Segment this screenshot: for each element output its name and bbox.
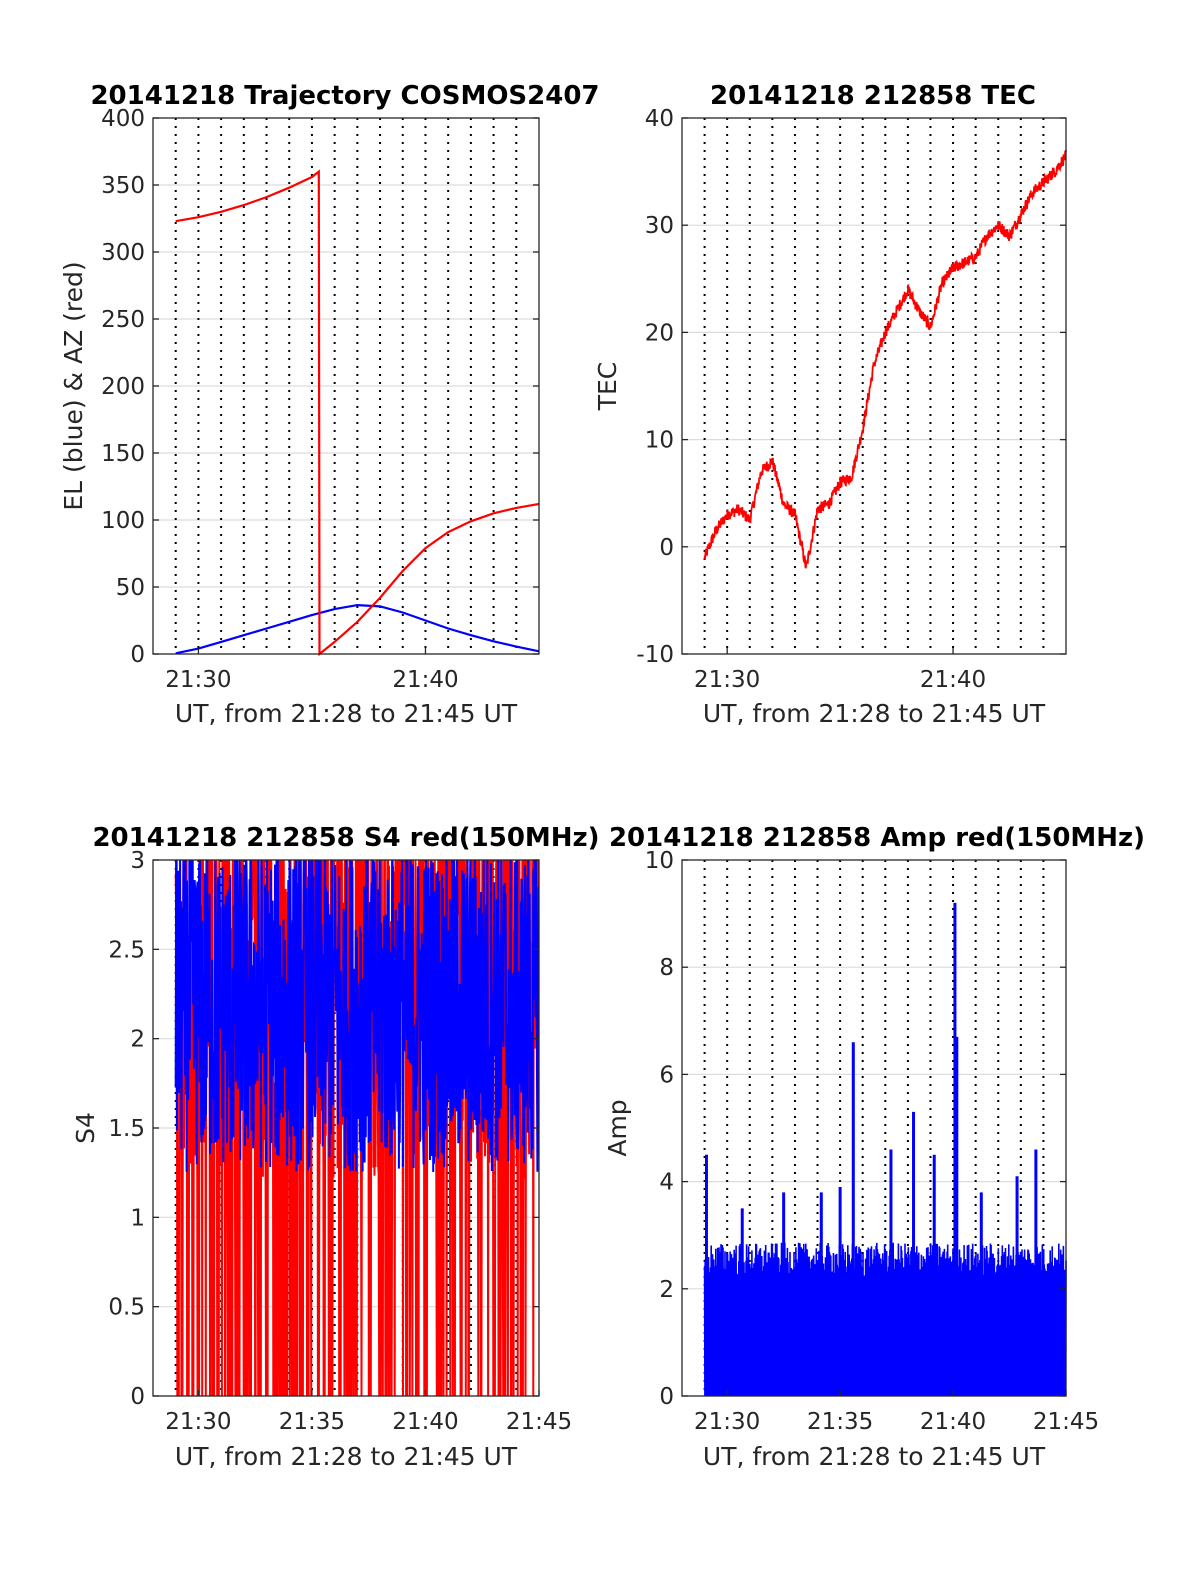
x-tick-label: 21:30 bbox=[165, 667, 231, 693]
y-tick-label: 150 bbox=[101, 441, 145, 467]
y-tick-label: 30 bbox=[645, 213, 674, 239]
x-tick-label: 21:45 bbox=[506, 1409, 572, 1435]
tec-axes-box bbox=[681, 117, 1067, 655]
x-tick-label: 21:30 bbox=[694, 667, 760, 693]
x-tick-label: 21:40 bbox=[392, 667, 458, 693]
y-tick-label: 100 bbox=[101, 508, 145, 534]
trajectory-xticks: 21:30 21:40 bbox=[165, 648, 459, 693]
amp-xticks: 21:30 21:35 21:40 21:45 bbox=[694, 1390, 1099, 1435]
s4-xticks: 21:30 21:35 21:40 21:45 bbox=[165, 1390, 572, 1435]
tec-grid bbox=[682, 118, 1066, 654]
s4-ylabel: S4 bbox=[71, 1112, 100, 1144]
y-tick-label: 6 bbox=[659, 1062, 674, 1088]
x-tick-label: 21:30 bbox=[165, 1409, 231, 1435]
amp-axes-box bbox=[681, 859, 1067, 1397]
tec-marks bbox=[703, 149, 1067, 569]
trajectory-ylabel: EL (blue) & AZ (red) bbox=[59, 261, 88, 510]
y-tick-label: 2 bbox=[130, 1027, 145, 1053]
y-tick-label: 4 bbox=[659, 1170, 674, 1196]
amp-title: 20141218 212858 Amp red(150MHz) bbox=[609, 823, 1145, 853]
y-tick-label: 350 bbox=[101, 173, 145, 199]
x-tick-label: 21:40 bbox=[920, 667, 986, 693]
tec-yticks: -10 0 10 20 30 40 bbox=[636, 106, 1066, 668]
y-tick-label: 0 bbox=[130, 1384, 145, 1410]
y-tick-label: 40 bbox=[645, 106, 674, 132]
amp-yticks: 0 2 4 6 8 10 bbox=[645, 848, 1066, 1410]
tec-xlabel: UT, from 21:28 to 21:45 UT bbox=[703, 699, 1046, 728]
x-tick-label: 21:30 bbox=[694, 1409, 760, 1435]
y-tick-label: 10 bbox=[645, 848, 674, 874]
y-tick-label: 1 bbox=[130, 1205, 145, 1231]
tec-xticks: 21:30 21:40 bbox=[694, 648, 986, 693]
y-tick-label: 300 bbox=[101, 240, 145, 266]
s4-xlabel: UT, from 21:28 to 21:45 UT bbox=[175, 1442, 518, 1471]
y-tick-label: -10 bbox=[636, 642, 674, 668]
y-tick-label: 0 bbox=[659, 1384, 674, 1410]
y-tick-label: 0 bbox=[130, 642, 145, 668]
tec-series-line bbox=[703, 149, 1067, 569]
amp-xlabel: UT, from 21:28 to 21:45 UT bbox=[703, 1442, 1046, 1471]
az-series-line bbox=[175, 169, 540, 657]
y-tick-label: 400 bbox=[101, 106, 145, 132]
x-tick-label: 21:45 bbox=[1033, 1409, 1099, 1435]
y-tick-label: 1.5 bbox=[108, 1116, 145, 1142]
tec-ylabel: TEC bbox=[593, 362, 622, 412]
y-tick-label: 20 bbox=[645, 320, 674, 346]
y-tick-label: 50 bbox=[116, 575, 145, 601]
y-tick-label: 3 bbox=[130, 848, 145, 874]
trajectory-marks bbox=[175, 169, 540, 657]
y-tick-label: 0 bbox=[659, 535, 674, 561]
s4-title: 20141218 212858 S4 red(150MHz) bbox=[92, 823, 599, 853]
el-series-line bbox=[175, 603, 540, 655]
x-tick-label: 21:40 bbox=[920, 1409, 986, 1435]
y-tick-label: 2 bbox=[659, 1277, 674, 1303]
tec-title: 20141218 212858 TEC bbox=[710, 81, 1036, 111]
y-tick-label: 2.5 bbox=[108, 937, 145, 963]
s4-yticks: 0 0.5 1 1.5 2 2.5 3 bbox=[108, 848, 539, 1410]
s4-marks bbox=[174, 860, 539, 1396]
y-tick-label: 250 bbox=[101, 307, 145, 333]
y-tick-label: 0.5 bbox=[108, 1295, 145, 1321]
y-tick-label: 200 bbox=[101, 374, 145, 400]
amp-panel: 20141218 212858 Amp red(150MHz) 0246810 … bbox=[603, 823, 1145, 1471]
x-tick-label: 21:40 bbox=[392, 1409, 458, 1435]
y-tick-label: 10 bbox=[645, 428, 674, 454]
x-tick-label: 21:35 bbox=[279, 1409, 345, 1435]
trajectory-yticks: 0 50 100 150 200 250 300 350 400 bbox=[101, 106, 539, 668]
amp-marks bbox=[703, 902, 1067, 1397]
s4-red-series bbox=[174, 860, 539, 1396]
x-tick-label: 21:35 bbox=[807, 1409, 873, 1435]
trajectory-xlabel: UT, from 21:28 to 21:45 UT bbox=[175, 699, 518, 728]
trajectory-panel: 20141218 Trajectory COSMOS2407 0 50 100 150… bbox=[59, 81, 600, 728]
y-tick-label: 8 bbox=[659, 955, 674, 981]
s4-panel: 20141218 212858 S4 red(150MHz) 0 0.5 1 1.5 2… bbox=[71, 823, 600, 1471]
trajectory-title: 20141218 Trajectory COSMOS2407 bbox=[90, 81, 599, 111]
amp-ylabel: Amp bbox=[603, 1099, 632, 1156]
trajectory-grid bbox=[153, 118, 539, 654]
amp-series-baseline bbox=[703, 1242, 1067, 1397]
s4-blue-series bbox=[174, 860, 539, 1173]
